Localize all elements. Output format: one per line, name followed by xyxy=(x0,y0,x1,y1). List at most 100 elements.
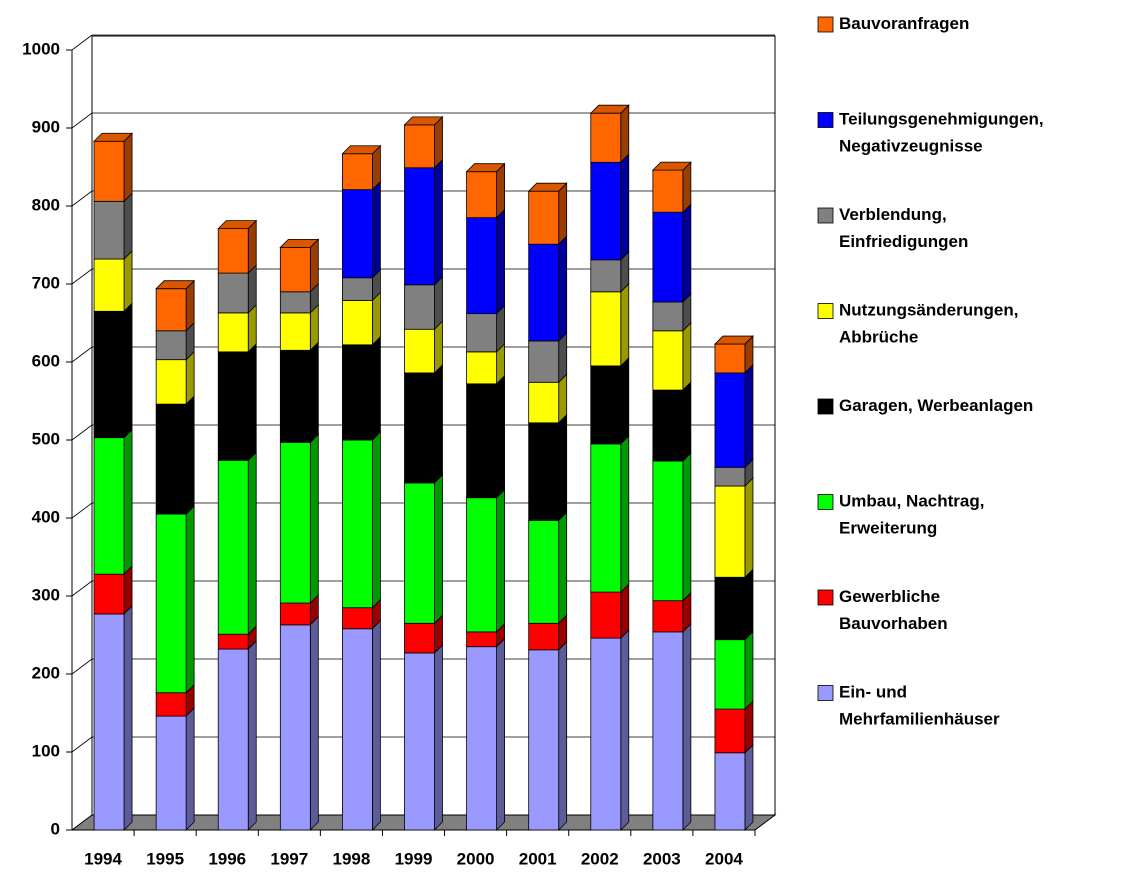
bar-segment xyxy=(466,217,497,315)
bar-side xyxy=(372,431,381,609)
legend-swatch xyxy=(817,589,834,606)
grid-line xyxy=(71,580,93,597)
bar-side xyxy=(247,451,257,636)
bar-top xyxy=(155,280,196,290)
bar-side xyxy=(434,643,443,831)
legend-swatch xyxy=(817,207,834,224)
bar-side xyxy=(496,208,505,315)
bar-side xyxy=(558,331,568,384)
bar-segment xyxy=(342,628,373,831)
bar-side xyxy=(744,630,754,711)
bar-side xyxy=(558,413,568,522)
bar-side xyxy=(123,604,133,831)
bar-segment xyxy=(217,351,249,461)
legend-swatch xyxy=(817,16,834,33)
bar-side xyxy=(185,505,195,694)
bar-segment xyxy=(93,437,125,575)
bar-segment xyxy=(279,246,311,293)
bar-segment xyxy=(404,167,435,286)
bar-segment xyxy=(714,485,746,578)
legend-swatch xyxy=(817,494,834,510)
grid-line xyxy=(71,658,93,675)
bar-top xyxy=(403,116,444,126)
bar-segment xyxy=(404,372,435,484)
bar-side xyxy=(682,381,692,463)
bar-segment xyxy=(404,482,435,624)
bar-top xyxy=(651,161,692,171)
bar-side xyxy=(372,180,381,279)
bar-segment xyxy=(342,189,373,279)
bar-side xyxy=(620,583,630,640)
bar-side xyxy=(558,640,568,831)
grid-line xyxy=(71,112,93,129)
legend-label: Gewerbliche Bauvorhaben xyxy=(839,587,948,633)
x-tick-label: 2002 xyxy=(581,849,619,868)
bar-segment xyxy=(342,344,373,441)
bar-side xyxy=(620,356,630,445)
bar-segment xyxy=(714,466,746,487)
bar-side xyxy=(372,335,381,441)
bar-segment xyxy=(528,649,560,831)
bar-segment xyxy=(466,383,497,499)
x-tick-label: 1999 xyxy=(395,849,433,868)
bar-segment xyxy=(466,351,497,385)
bar-segment xyxy=(217,272,249,314)
bar-segment xyxy=(652,389,684,462)
bar-segment xyxy=(652,631,684,831)
bar-side xyxy=(123,192,133,261)
bar-side xyxy=(434,158,443,286)
grid-line xyxy=(71,502,93,519)
y-tick-label: 0 xyxy=(51,819,60,838)
bar-segment xyxy=(652,169,684,213)
bar-side xyxy=(247,342,257,462)
bar-side xyxy=(682,161,692,214)
bar-segment xyxy=(155,692,187,717)
bar-segment xyxy=(466,171,497,219)
bar-segment xyxy=(217,633,249,650)
bar-segment xyxy=(652,211,684,303)
grid-line xyxy=(71,190,93,207)
bar-segment xyxy=(528,381,560,424)
y-tick-label: 1000 xyxy=(22,39,60,58)
bar-segment xyxy=(714,708,746,754)
bar-segment xyxy=(155,288,187,332)
bar-side xyxy=(558,182,568,246)
y-tick-label: 600 xyxy=(32,351,60,370)
legend-label: Verblendung, Einfriedigungen xyxy=(839,205,968,251)
grid-line xyxy=(71,34,93,51)
bar-side xyxy=(620,282,630,367)
bar-side xyxy=(682,622,692,831)
bar-segment xyxy=(155,403,187,515)
bar-segment xyxy=(342,153,373,191)
bar-segment xyxy=(217,459,249,635)
bar-side xyxy=(620,629,630,831)
bar-side xyxy=(434,473,443,625)
bar-segment xyxy=(279,291,311,314)
bar-side xyxy=(185,350,195,406)
bar-side xyxy=(620,434,630,594)
legend-swatch xyxy=(817,303,834,319)
bar-side xyxy=(372,619,381,831)
bar-side xyxy=(744,477,754,579)
bar-segment xyxy=(652,460,684,602)
bar-segment xyxy=(279,624,311,831)
grid-line xyxy=(71,424,93,441)
bar-segment xyxy=(528,422,560,521)
bar-segment xyxy=(404,328,435,374)
bar-side xyxy=(434,363,443,484)
bar-segment xyxy=(93,310,125,439)
bar-side xyxy=(309,341,319,444)
bar-side xyxy=(123,302,133,439)
bar-side xyxy=(744,568,754,641)
legend-label: Teilungsgenehmigungen, Negativzeugnisse xyxy=(839,110,1044,156)
bar-side xyxy=(558,235,568,342)
grid-line xyxy=(71,736,93,753)
bar-segment xyxy=(590,637,622,831)
bar-side xyxy=(496,162,505,219)
y-tick-label: 800 xyxy=(32,195,60,214)
bar-segment xyxy=(93,573,125,615)
bar-segment xyxy=(466,497,497,633)
bar-top xyxy=(217,220,258,230)
bar-segment xyxy=(93,613,125,831)
